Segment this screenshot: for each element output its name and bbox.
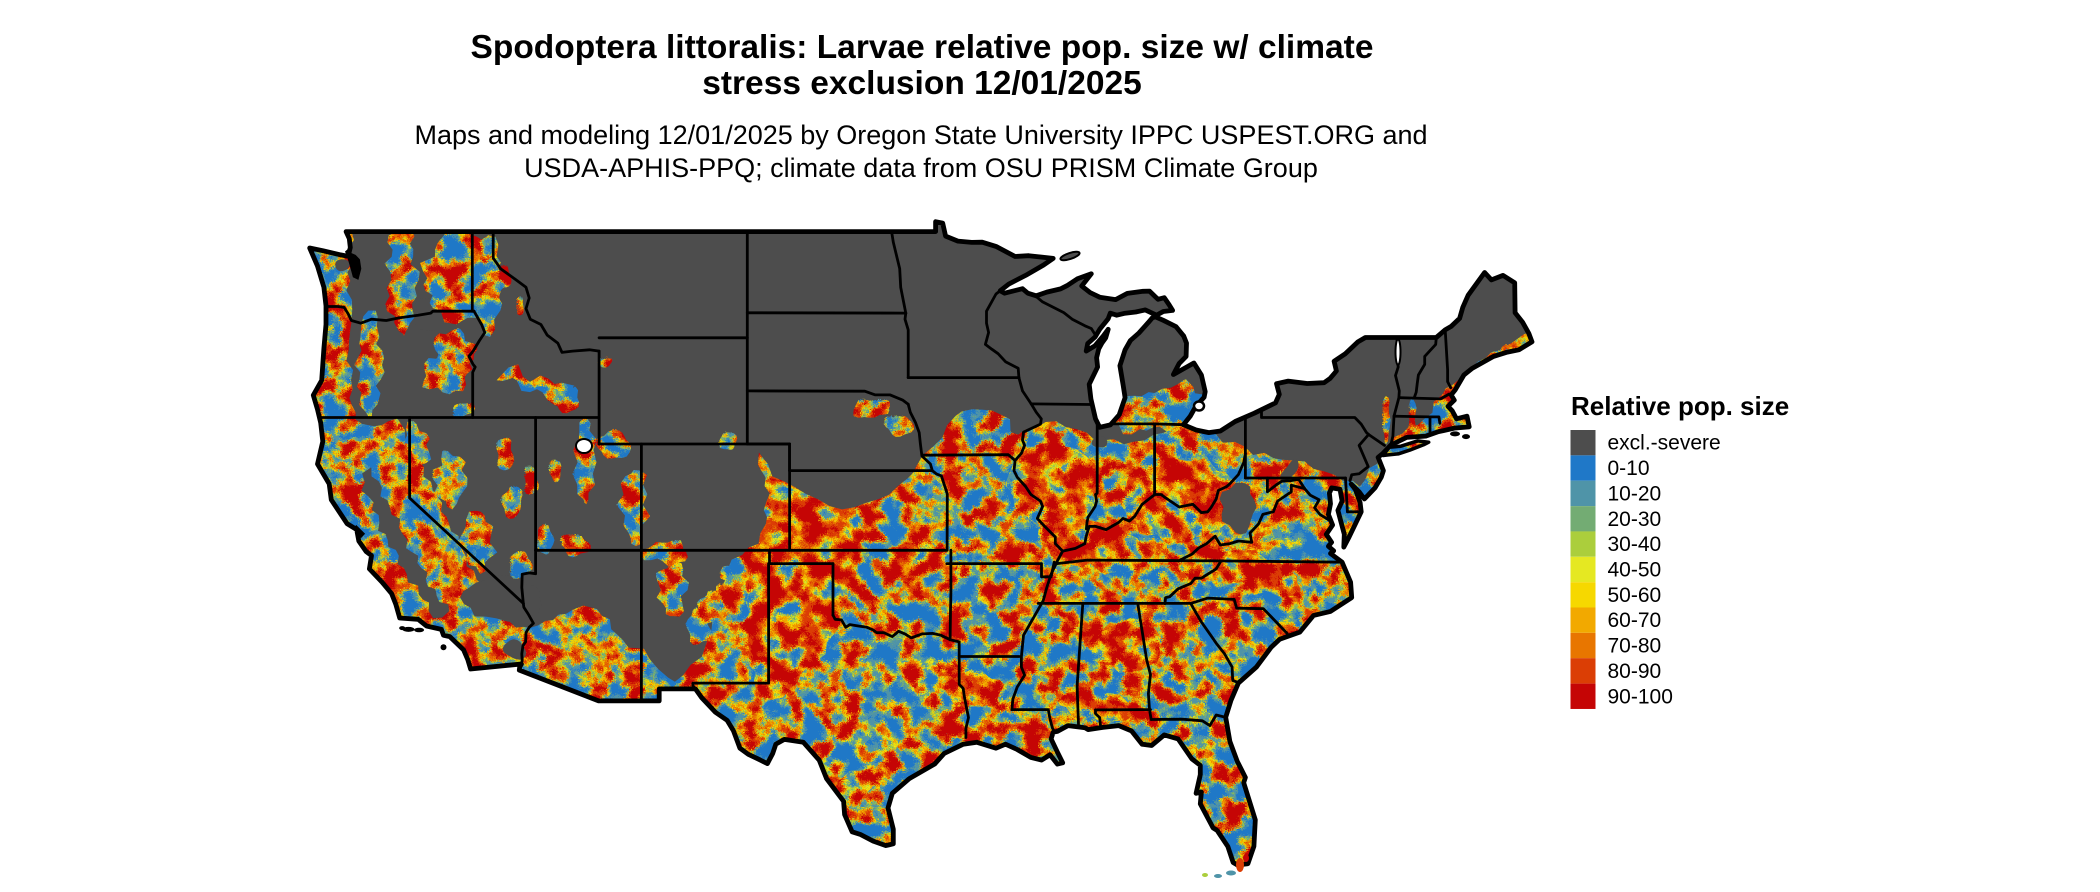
svg-text:30-40: 30-40 (1608, 533, 1662, 556)
svg-text:10-20: 10-20 (1608, 482, 1662, 505)
svg-text:50-60: 50-60 (1608, 584, 1662, 607)
svg-text:Spodoptera littoralis: Larvae: Spodoptera littoralis: Larvae relative p… (471, 29, 1374, 66)
svg-text:stress exclusion 12/01/2025: stress exclusion 12/01/2025 (702, 65, 1142, 102)
svg-text:0-10: 0-10 (1608, 457, 1650, 480)
svg-text:90-100: 90-100 (1608, 685, 1673, 708)
svg-text:70-80: 70-80 (1608, 635, 1662, 658)
svg-text:Maps and modeling 12/01/2025 b: Maps and modeling 12/01/2025 by Oregon S… (414, 120, 1427, 150)
svg-text:USDA-APHIS-PPQ; climate data f: USDA-APHIS-PPQ; climate data from OSU PR… (524, 153, 1318, 183)
svg-text:Relative pop. size: Relative pop. size (1571, 391, 1789, 421)
svg-text:60-70: 60-70 (1608, 609, 1662, 632)
svg-text:80-90: 80-90 (1608, 660, 1662, 683)
svg-text:excl.-severe: excl.-severe (1608, 432, 1721, 455)
svg-text:40-50: 40-50 (1608, 559, 1662, 582)
svg-text:20-30: 20-30 (1608, 508, 1662, 531)
